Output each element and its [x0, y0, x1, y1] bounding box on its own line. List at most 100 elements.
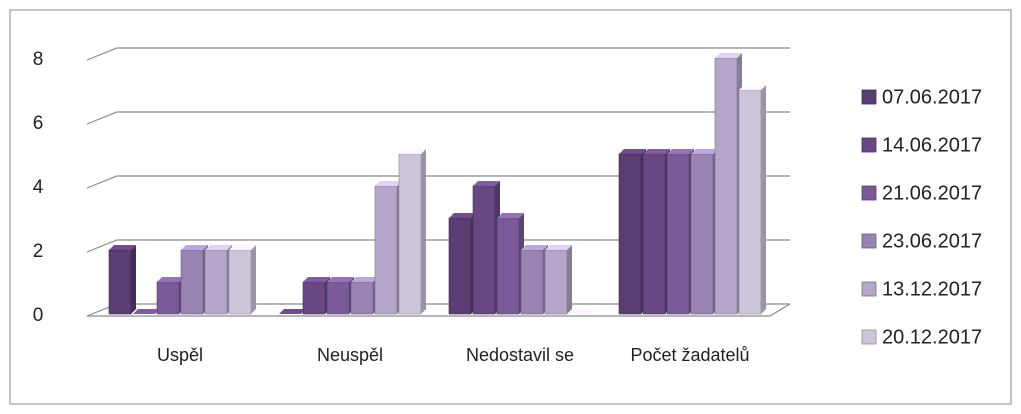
bar-top [351, 277, 378, 282]
bar-front [302, 281, 326, 315]
y-tick-label: 2 [33, 241, 44, 262]
bar-front [398, 153, 422, 315]
bar [180, 245, 208, 315]
bar-side [421, 149, 426, 314]
grid-line [86, 175, 790, 189]
grid-line [86, 47, 790, 61]
bar-top [569, 309, 596, 314]
bar-top [279, 309, 306, 314]
bar-front [666, 153, 690, 315]
bar-top [181, 245, 208, 250]
bar [279, 309, 306, 314]
legend-label: 20.12.2017 [882, 326, 982, 348]
bar-top [667, 149, 694, 154]
bar-front [448, 217, 472, 315]
bar-side [131, 245, 136, 314]
bar-front [350, 281, 374, 315]
legend-label: 13.12.2017 [882, 278, 982, 300]
x-tick-label: Počet žadatelů [630, 345, 749, 365]
bar-front [156, 281, 180, 315]
floor [87, 303, 791, 317]
grid-line [86, 111, 790, 125]
bar-top [497, 213, 524, 218]
y-tick-label: 4 [33, 177, 44, 198]
bar-front [520, 249, 544, 315]
bar [544, 245, 572, 315]
legend-swatch [861, 329, 877, 345]
y-tick-label: 6 [33, 113, 44, 134]
y-tick-label: 8 [33, 49, 44, 70]
legend-swatch [861, 281, 877, 297]
bar-front [690, 153, 714, 315]
legend-label: 23.06.2017 [882, 230, 982, 252]
bar-front [204, 249, 228, 315]
chart-frame [9, 9, 1012, 405]
bar [374, 181, 402, 315]
legend-swatch [861, 185, 877, 201]
bar [350, 277, 378, 315]
bar [690, 149, 718, 315]
y-tick-label: 0 [33, 305, 44, 326]
bar [133, 309, 160, 314]
legend-label: 21.06.2017 [882, 182, 982, 204]
legend-swatch [861, 233, 877, 249]
bar [618, 149, 646, 315]
x-tick-label: Nedostavil se [466, 345, 574, 365]
legend-swatch [861, 89, 877, 105]
bar-front [374, 185, 398, 315]
bar-top [229, 245, 256, 250]
bar-front [326, 281, 350, 315]
bar-front [108, 249, 132, 315]
bar-top [327, 277, 354, 282]
bar [228, 245, 256, 315]
bar-top [691, 149, 718, 154]
bar-front [180, 249, 204, 315]
bar-top [157, 277, 184, 282]
bar [714, 53, 742, 315]
bar [108, 245, 136, 315]
bar [398, 149, 426, 315]
bar-front [544, 249, 568, 315]
bar [302, 277, 330, 315]
x-tick-label: Uspěl [157, 345, 203, 365]
bar [496, 213, 524, 315]
bar-top [619, 149, 646, 154]
bar-front [472, 185, 496, 315]
bar-top [133, 309, 160, 314]
bar [569, 309, 596, 314]
bar-top [449, 213, 476, 218]
bar-top [521, 245, 548, 250]
bar-top [303, 277, 330, 282]
bar-top [375, 181, 402, 186]
bar-front [714, 57, 738, 315]
bar-side [567, 245, 572, 314]
bar [520, 245, 548, 315]
bar-top [473, 181, 500, 186]
bar [326, 277, 354, 315]
grid-line [86, 239, 790, 253]
bar-front [228, 249, 252, 315]
bar-top [109, 245, 136, 250]
bar-side [251, 245, 256, 314]
bar-front [738, 89, 762, 315]
bar-top [399, 149, 426, 154]
bar-side [761, 85, 766, 314]
bar [204, 245, 232, 315]
bar [448, 213, 476, 315]
bar [738, 85, 766, 315]
legend-label: 14.06.2017 [882, 134, 982, 156]
bar-front [642, 153, 666, 315]
bar-top [739, 85, 766, 90]
x-tick-label: Neuspěl [317, 345, 383, 365]
legend-swatch [861, 137, 877, 153]
bar [156, 277, 184, 315]
bar-top [205, 245, 232, 250]
bar-front [496, 217, 520, 315]
bar [472, 181, 500, 315]
legend-label: 07.06.2017 [882, 86, 982, 108]
bar [666, 149, 694, 315]
bar-top [715, 53, 742, 58]
bar-top [643, 149, 670, 154]
